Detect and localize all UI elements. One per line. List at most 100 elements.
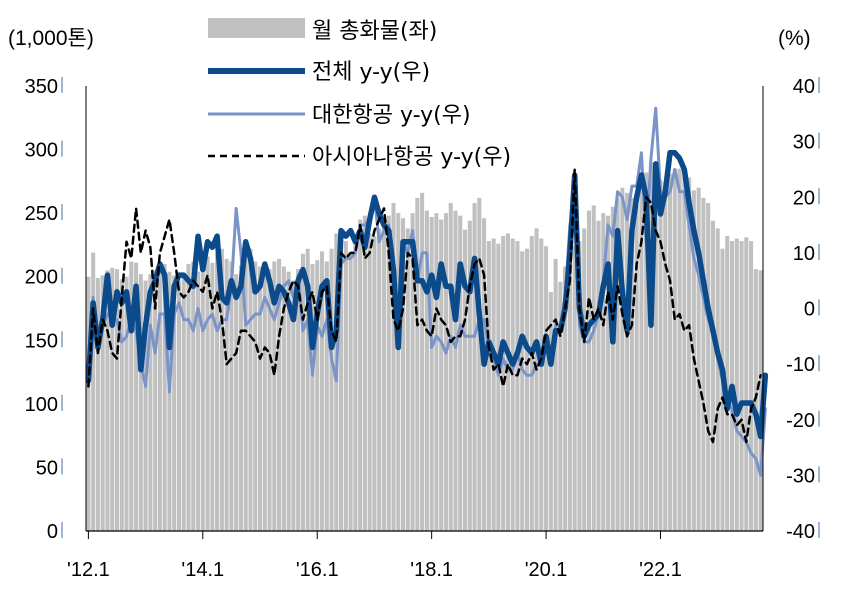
bar-total-cargo — [291, 280, 296, 531]
bar-total-cargo — [524, 248, 530, 532]
bar-total-cargo — [191, 261, 196, 531]
bar-total-cargo — [420, 192, 425, 532]
line-kal-yy — [86, 106, 767, 477]
bar-total-cargo — [339, 238, 344, 531]
bar-total-cargo — [381, 225, 387, 532]
bar-total-cargo — [648, 162, 653, 532]
bar-total-cargo — [529, 236, 534, 531]
bar-total-cargo — [386, 215, 391, 531]
bar-total-cargo — [634, 205, 639, 531]
right-tick-label: 40 — [793, 76, 815, 98]
bar-total-cargo — [315, 260, 320, 531]
bar-total-cargo — [410, 213, 415, 531]
bar-total-cargo — [396, 213, 401, 531]
bar-total-cargo — [682, 171, 687, 531]
bar-total-cargo — [262, 262, 267, 531]
bar-total-cargo — [138, 274, 143, 531]
bar-total-cargo — [668, 173, 673, 532]
bar-total-cargo — [353, 237, 358, 532]
bar-total-cargo — [453, 210, 458, 531]
right-tick-label: 30 — [793, 132, 815, 154]
bar-total-cargo — [563, 266, 568, 531]
left-tick-label: 150 — [25, 330, 58, 352]
right-tick-label: 0 — [804, 299, 815, 321]
bar-total-cargo — [629, 197, 634, 531]
bar-total-cargo — [477, 197, 482, 531]
bar-total-cargo — [358, 219, 363, 531]
left-tick-label: 50 — [36, 457, 58, 479]
bar-total-cargo — [176, 280, 181, 531]
legend-label-total-yy: 전체 y-y(우) — [312, 60, 430, 85]
bar-total-cargo — [591, 205, 596, 531]
bar-total-cargo — [277, 258, 282, 531]
line-series-group — [85, 106, 769, 477]
left-tick-label: 200 — [25, 267, 58, 289]
bar-total-cargo — [586, 210, 592, 531]
bar-total-cargo — [405, 228, 410, 531]
x-tick-label: '14.1 — [181, 559, 224, 581]
bar-total-cargo — [458, 215, 463, 531]
bar-total-cargo — [401, 218, 406, 532]
bar-total-cargo — [415, 197, 420, 531]
bar-total-cargo — [238, 265, 243, 531]
bar-total-cargo — [496, 243, 501, 531]
bar-total-cargo — [467, 220, 472, 531]
bar-total-cargo — [644, 172, 649, 531]
right-axis-unit: (%) — [778, 27, 811, 50]
bar-total-cargo — [143, 280, 148, 531]
bar-total-cargo — [377, 228, 382, 531]
bar-total-cargo — [229, 261, 234, 531]
bar-total-cargo — [224, 258, 229, 531]
bar-total-cargo — [205, 256, 210, 531]
x-tick-label: '16.1 — [296, 559, 339, 581]
bar-total-cargo — [257, 266, 263, 531]
right-tick-label: -10 — [786, 354, 815, 376]
bar-total-cargo — [124, 276, 129, 531]
bar-total-cargo — [615, 197, 620, 531]
bar-total-cargo — [95, 277, 100, 531]
left-tick-label: 250 — [25, 203, 58, 225]
bar-total-cargo — [91, 252, 96, 531]
bar-total-cargo — [162, 264, 167, 531]
legend-swatch-total-cargo — [208, 18, 305, 38]
left-tick-label: 350 — [25, 76, 58, 98]
bar-total-cargo — [248, 248, 253, 532]
bar-total-cargo — [424, 210, 429, 531]
bar-total-cargo — [210, 262, 215, 531]
bar-total-cargo — [219, 248, 224, 532]
bar-total-cargo — [367, 233, 372, 532]
line-asiana-yy — [87, 168, 762, 444]
bar-total-cargo — [462, 229, 468, 532]
bar-total-cargo — [734, 238, 739, 531]
bar-total-cargo — [505, 233, 510, 532]
bar-total-cargo — [300, 253, 305, 531]
bar-total-cargo — [610, 206, 615, 532]
bar-total-cargo — [215, 253, 220, 531]
bar-total-cargo — [749, 241, 754, 532]
bar-total-cargo — [200, 264, 205, 531]
bar-total-cargo — [172, 275, 177, 531]
bar-total-cargo — [739, 241, 744, 532]
bar-total-cargo — [663, 182, 668, 531]
bar-total-cargo — [558, 281, 563, 531]
bar-total-cargo — [196, 271, 201, 531]
bar-total-cargo — [157, 269, 162, 531]
bar-total-cargo — [601, 213, 606, 531]
bar-total-cargo — [572, 246, 577, 531]
bar-total-cargo — [391, 202, 396, 531]
bar-total-cargo — [234, 274, 239, 531]
x-tick-label: '18.1 — [410, 559, 453, 581]
bar-total-cargo — [672, 168, 677, 531]
bar-total-cargo — [472, 202, 477, 531]
x-tick-label: '20.1 — [525, 559, 568, 581]
bar-total-cargo — [687, 177, 692, 532]
right-tick-label: -20 — [786, 410, 815, 432]
bar-total-cargo — [653, 175, 658, 531]
legend: 월 총화물(좌) 전체 y-y(우) 대한항공 y-y(우) 아시아나항공 y-… — [208, 18, 511, 170]
bar-total-cargo — [372, 236, 377, 531]
bar-total-cargo — [658, 180, 663, 531]
bar-total-cargo — [491, 238, 496, 531]
bar-total-cargo — [744, 237, 749, 532]
bar-total-cargo — [100, 275, 105, 531]
